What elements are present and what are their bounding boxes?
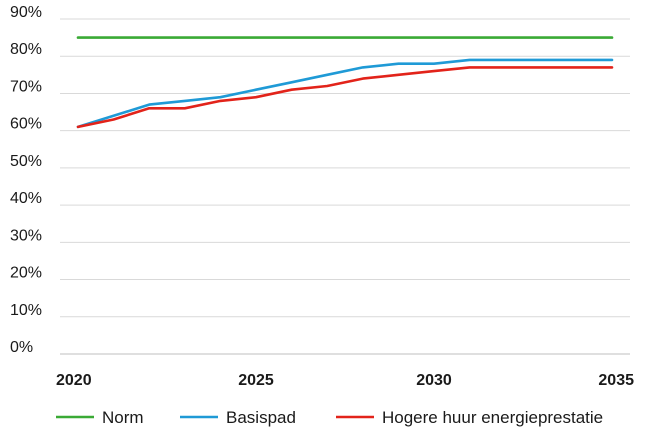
y-tick-label: 60%: [10, 116, 42, 133]
x-axis-tick-labels: 2020 2025 2030 2035: [56, 372, 634, 389]
legend-label-norm: Norm: [102, 408, 144, 427]
series-line-basispad: [76, 58, 614, 129]
y-tick-label: 10%: [10, 302, 42, 319]
grid-lines: [60, 18, 630, 355]
series-line-hogere-huur-energieprestatie: [76, 66, 614, 129]
y-tick-label: 50%: [10, 153, 42, 170]
legend: Norm Basispad Hogere huur energieprestatie: [56, 408, 603, 427]
y-tick-label: 90%: [10, 4, 42, 21]
y-tick-label: 80%: [10, 41, 42, 58]
x-tick-label: 2025: [238, 372, 274, 389]
y-tick-label: 70%: [10, 78, 42, 95]
y-tick-label: 20%: [10, 265, 42, 282]
x-tick-label: 2035: [598, 372, 634, 389]
legend-label-basispad: Basispad: [226, 408, 296, 427]
x-tick-label: 2030: [416, 372, 452, 389]
y-tick-label: 30%: [10, 227, 42, 244]
y-tick-label: 40%: [10, 190, 42, 207]
y-tick-label: 0%: [10, 339, 33, 356]
x-tick-label: 2020: [56, 372, 92, 389]
series-lines: [76, 36, 614, 129]
legend-label-hogere-huur-energieprestatie: Hogere huur energieprestatie: [382, 408, 603, 427]
y-axis-tick-labels: 0% 10% 20% 30% 40% 50% 60% 70% 80% 90%: [10, 4, 42, 356]
